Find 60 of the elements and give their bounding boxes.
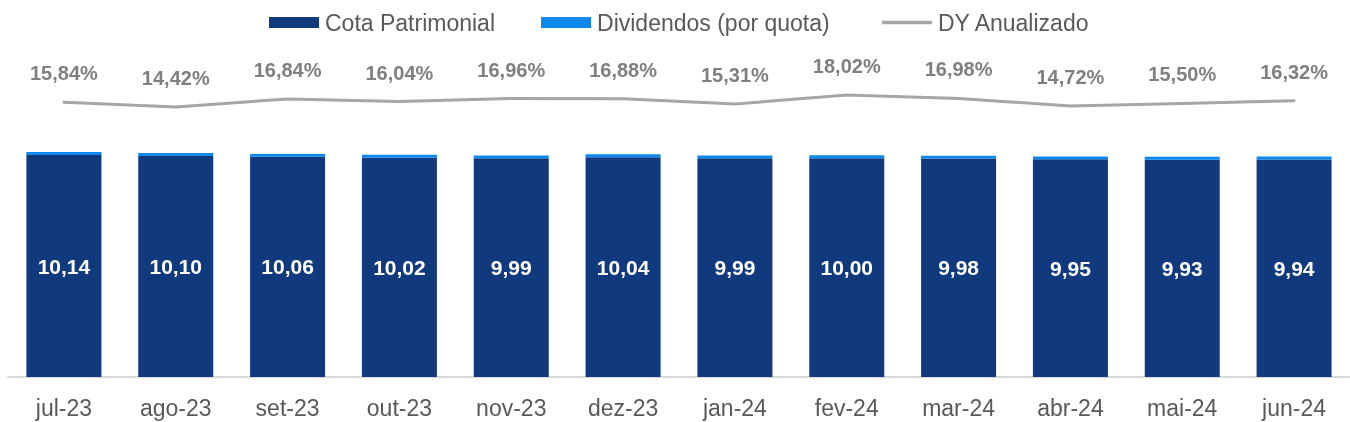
bar <box>26 152 102 156</box>
data-label: 15,50% <box>1148 63 1217 86</box>
data-label: 10,06 <box>261 255 314 279</box>
bar <box>1256 159 1332 377</box>
data-label: 10,00 <box>820 256 874 280</box>
bar <box>138 153 214 156</box>
bar <box>250 153 326 157</box>
bar <box>473 158 549 377</box>
data-label: 9,98 <box>938 256 980 280</box>
data-label: 14,72% <box>1036 66 1105 88</box>
bar <box>921 155 997 159</box>
data-label: 10,14 <box>37 254 91 278</box>
bar <box>250 156 326 377</box>
x-tick-label: jan-24 <box>701 394 768 421</box>
bar <box>1032 156 1108 160</box>
x-tick-label: jul-23 <box>34 394 93 421</box>
x-tick-label: fev-24 <box>814 394 879 421</box>
bar <box>585 154 661 158</box>
data-label: 16,04% <box>365 61 434 84</box>
data-label: 9,94 <box>1273 256 1315 280</box>
data-label: 10,10 <box>149 254 203 278</box>
x-tick-label: abr-24 <box>1037 394 1104 421</box>
x-tick-label: nov-23 <box>476 394 547 421</box>
x-tick-label: dez-23 <box>587 394 659 421</box>
bar <box>697 158 773 377</box>
data-label: 16,96% <box>477 58 546 81</box>
data-label: 16,88% <box>589 58 658 81</box>
data-label: 18,02% <box>812 55 881 77</box>
legend-label: DY Anualizado <box>938 9 1089 36</box>
data-label: 16,84% <box>253 58 322 81</box>
bar <box>1144 156 1220 160</box>
bar <box>1032 159 1108 377</box>
x-tick-label: jun-24 <box>1261 394 1327 421</box>
bar <box>585 157 661 377</box>
bar <box>138 155 214 377</box>
legend-label: Cota Patrimonial <box>325 9 496 36</box>
data-label: 14,42% <box>141 67 210 89</box>
legend-label: Dividendos (por quota) <box>597 9 830 36</box>
bar <box>809 158 885 377</box>
data-label: 16,32% <box>1260 60 1329 83</box>
data-label: 9,95 <box>1049 256 1092 280</box>
data-label: 16,98% <box>924 58 993 81</box>
data-label: 9,99 <box>714 256 756 280</box>
bar <box>26 155 102 377</box>
data-label: 15,31% <box>700 64 770 87</box>
x-tick-label: set-23 <box>255 394 320 421</box>
bar <box>361 154 437 158</box>
bar <box>809 155 885 159</box>
x-tick-label: out-23 <box>366 394 433 421</box>
data-label: 9,93 <box>1161 256 1203 280</box>
data-label: 10,04 <box>596 255 650 279</box>
bar <box>921 158 997 377</box>
bar <box>1144 159 1220 377</box>
bar <box>361 157 437 377</box>
data-label: 10,02 <box>373 255 426 279</box>
x-tick-label: mar-24 <box>922 394 996 421</box>
data-label: 15,84% <box>29 62 99 85</box>
x-tick-label: mai-24 <box>1147 394 1218 421</box>
data-label: 9,99 <box>490 256 532 280</box>
x-tick-label: ago-23 <box>139 394 212 421</box>
